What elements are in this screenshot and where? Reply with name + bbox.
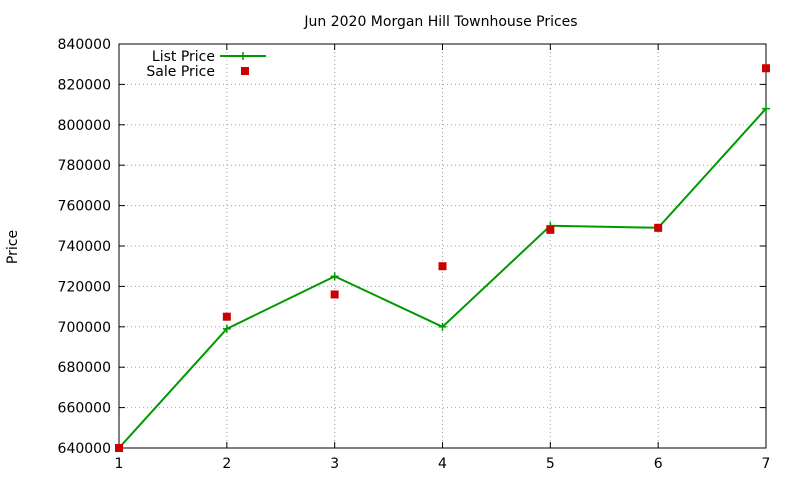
grid-lines bbox=[119, 44, 766, 448]
sale-price-point bbox=[115, 444, 123, 452]
x-tick-label: 5 bbox=[546, 456, 555, 472]
y-tick-label: 740000 bbox=[58, 239, 111, 255]
y-tick-label: 820000 bbox=[58, 77, 111, 93]
legend-swatch-sale-price bbox=[241, 67, 249, 75]
list-price-point bbox=[438, 322, 447, 331]
y-tick-label: 840000 bbox=[58, 37, 111, 53]
axis-ticks: 640000 660000 680000 700000 720000 740000 7600… bbox=[58, 37, 771, 472]
list-price-point bbox=[330, 272, 339, 281]
legend-label-sale-price: Sale Price bbox=[146, 64, 215, 80]
x-tick-label: 6 bbox=[654, 456, 663, 472]
x-tick-label: 1 bbox=[115, 456, 124, 472]
y-tick-label: 660000 bbox=[58, 401, 111, 417]
x-tick-label: 4 bbox=[438, 456, 447, 472]
sale-price-point bbox=[762, 64, 770, 73]
sale-price-point bbox=[438, 262, 447, 271]
y-tick-label: 800000 bbox=[58, 118, 111, 134]
x-tick-label: 2 bbox=[222, 456, 231, 472]
y-tick-label: 700000 bbox=[58, 320, 111, 336]
list-price-point bbox=[222, 324, 231, 333]
series-layer bbox=[115, 64, 770, 452]
legend: List Price Sale Price bbox=[146, 49, 266, 80]
y-tick-label: 780000 bbox=[58, 158, 111, 174]
x-tick-label: 7 bbox=[762, 456, 771, 472]
sale-price-point bbox=[222, 312, 231, 321]
y-tick-label: 720000 bbox=[58, 279, 111, 295]
y-tick-label: 680000 bbox=[58, 360, 111, 376]
list-price-point bbox=[762, 104, 770, 113]
series-line-list-price bbox=[118, 107, 767, 449]
chart-title: Jun 2020 Morgan Hill Townhouse Prices bbox=[303, 14, 577, 30]
legend-label-list-price: List Price bbox=[152, 49, 215, 65]
y-tick-label: 640000 bbox=[58, 441, 111, 457]
sale-price-point bbox=[654, 223, 663, 232]
sale-price-point bbox=[546, 225, 555, 234]
sale-price-point bbox=[330, 290, 339, 299]
y-axis-label: Price bbox=[5, 230, 21, 264]
y-tick-label: 760000 bbox=[58, 199, 111, 215]
x-tick-label: 3 bbox=[330, 456, 339, 472]
